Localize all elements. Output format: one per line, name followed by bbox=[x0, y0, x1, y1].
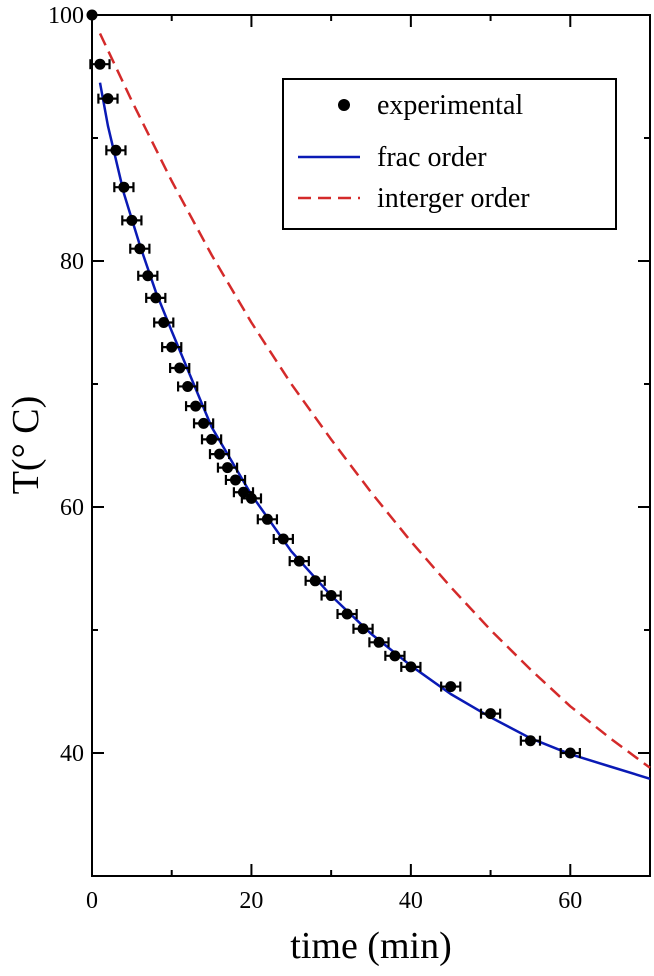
legend-frac-order-label: frac order bbox=[377, 142, 487, 173]
experimental-marker bbox=[150, 292, 162, 304]
experimental-marker bbox=[182, 380, 194, 392]
legend-experimental-label: experimental bbox=[377, 90, 523, 121]
experimental-marker bbox=[524, 735, 536, 747]
experimental-marker bbox=[389, 650, 401, 662]
experimental-point bbox=[559, 747, 581, 759]
experimental-marker bbox=[445, 681, 457, 693]
experimental-point bbox=[129, 243, 151, 255]
experimental-marker bbox=[190, 400, 202, 412]
legend: experimental frac order interger order bbox=[282, 78, 617, 230]
y-tick-label: 60 bbox=[60, 495, 84, 521]
experimental-point bbox=[184, 400, 207, 412]
experimental-point bbox=[400, 661, 422, 673]
experimental-marker bbox=[174, 362, 186, 374]
x-tick-label: 20 bbox=[239, 888, 263, 914]
experimental-point bbox=[169, 362, 191, 374]
experimental-marker bbox=[357, 623, 369, 635]
experimental-point bbox=[121, 214, 143, 226]
experimental-point bbox=[256, 513, 279, 525]
experimental-marker bbox=[94, 58, 106, 70]
x-tick-label: 60 bbox=[558, 888, 582, 914]
axis-ticks: 0 20 40 60 40 60 80 100 bbox=[48, 3, 651, 914]
experimental-point bbox=[137, 270, 159, 282]
experimental-marker bbox=[373, 636, 385, 648]
experimental-marker bbox=[166, 341, 178, 353]
experimental-point bbox=[368, 636, 390, 648]
experimental-marker bbox=[261, 513, 273, 525]
experimental-point bbox=[288, 555, 310, 567]
experimental-marker bbox=[158, 317, 170, 328]
experimental-marker bbox=[229, 474, 241, 486]
y-tick-label: 100 bbox=[48, 3, 84, 29]
experimental-marker bbox=[126, 214, 138, 226]
experimental-point bbox=[352, 623, 374, 635]
experimental-point bbox=[384, 650, 406, 662]
experimental-point bbox=[153, 317, 175, 328]
experimental-point bbox=[86, 9, 98, 21]
legend-interger-order-label: interger order bbox=[377, 183, 530, 214]
experimental-marker bbox=[293, 555, 305, 567]
experimental-point bbox=[440, 681, 462, 693]
experimental-marker bbox=[198, 417, 210, 429]
experimental-point bbox=[336, 608, 358, 620]
experimental-point bbox=[519, 735, 542, 747]
y-tick-label: 80 bbox=[60, 249, 84, 275]
experimental-marker bbox=[277, 533, 289, 545]
experimental-marker bbox=[118, 181, 130, 193]
experimental-point bbox=[176, 380, 199, 392]
experimental-marker bbox=[309, 575, 321, 587]
experimental-point bbox=[479, 708, 502, 720]
interger-order-series bbox=[98, 32, 651, 769]
experimental-point bbox=[113, 181, 135, 193]
experimental-point bbox=[320, 590, 342, 602]
experimental-marker bbox=[341, 608, 353, 620]
experimental-marker bbox=[245, 492, 257, 504]
experimental-marker bbox=[206, 433, 218, 445]
x-tick-label: 0 bbox=[86, 888, 98, 914]
experimental-marker bbox=[134, 243, 146, 255]
y-axis-title: T(° C) bbox=[5, 396, 47, 495]
experimental-point bbox=[224, 474, 247, 486]
experimental-point bbox=[89, 58, 111, 70]
plot-frame bbox=[91, 14, 651, 877]
experimental-point bbox=[216, 462, 239, 474]
experimental-point bbox=[208, 448, 231, 460]
experimental-point bbox=[200, 433, 223, 445]
experimental-point bbox=[272, 533, 294, 545]
experimental-series bbox=[86, 9, 581, 759]
experimental-point bbox=[145, 292, 167, 304]
experimental-marker bbox=[222, 462, 234, 474]
experimental-point bbox=[105, 144, 127, 156]
interger-order-line bbox=[98, 32, 651, 769]
experimental-marker bbox=[102, 93, 114, 105]
y-tick-label: 40 bbox=[60, 741, 84, 767]
experimental-marker bbox=[325, 590, 337, 602]
experimental-marker bbox=[485, 708, 497, 720]
experimental-marker bbox=[405, 661, 417, 673]
experimental-point bbox=[304, 575, 326, 587]
x-tick-label: 40 bbox=[399, 888, 423, 914]
experimental-marker bbox=[110, 144, 122, 156]
experimental-point bbox=[192, 417, 215, 429]
experimental-point bbox=[240, 492, 263, 504]
x-axis-title: time (min) bbox=[290, 925, 451, 967]
experimental-point bbox=[97, 93, 119, 105]
experimental-marker bbox=[214, 448, 226, 460]
experimental-marker bbox=[86, 9, 98, 21]
legend-experimental-marker bbox=[338, 99, 350, 111]
experimental-marker bbox=[142, 270, 154, 282]
experimental-point bbox=[161, 341, 183, 353]
experimental-marker bbox=[564, 747, 576, 759]
experimental-marker bbox=[237, 486, 249, 498]
